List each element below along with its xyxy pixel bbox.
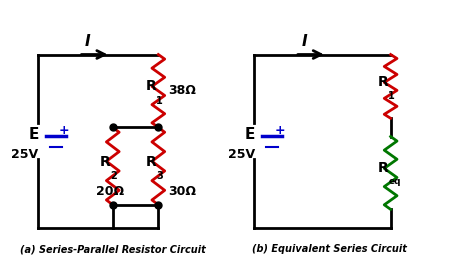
Text: 38Ω: 38Ω: [168, 84, 196, 97]
Text: 20Ω: 20Ω: [96, 185, 125, 198]
Text: E: E: [245, 127, 255, 142]
Text: 1: 1: [388, 91, 395, 101]
Text: R: R: [378, 161, 388, 175]
Text: R: R: [146, 155, 156, 168]
Text: +: +: [275, 124, 286, 136]
Text: 25V: 25V: [228, 148, 255, 161]
Text: E: E: [28, 127, 38, 142]
Text: I: I: [85, 34, 91, 49]
Text: (a) Series-Parallel Resistor Circuit: (a) Series-Parallel Resistor Circuit: [20, 244, 206, 254]
Text: I: I: [301, 34, 307, 49]
Text: R: R: [100, 155, 110, 168]
Text: 3: 3: [156, 171, 163, 181]
Text: 25V: 25V: [11, 148, 38, 161]
Text: 2: 2: [110, 171, 117, 181]
Text: (b) Equivalent Series Circuit: (b) Equivalent Series Circuit: [252, 244, 407, 254]
Text: +: +: [59, 124, 69, 136]
Text: 1: 1: [156, 96, 163, 105]
Text: 30Ω: 30Ω: [168, 185, 196, 198]
Text: R: R: [378, 75, 388, 89]
Text: eq: eq: [388, 177, 401, 186]
Text: R: R: [146, 79, 156, 93]
